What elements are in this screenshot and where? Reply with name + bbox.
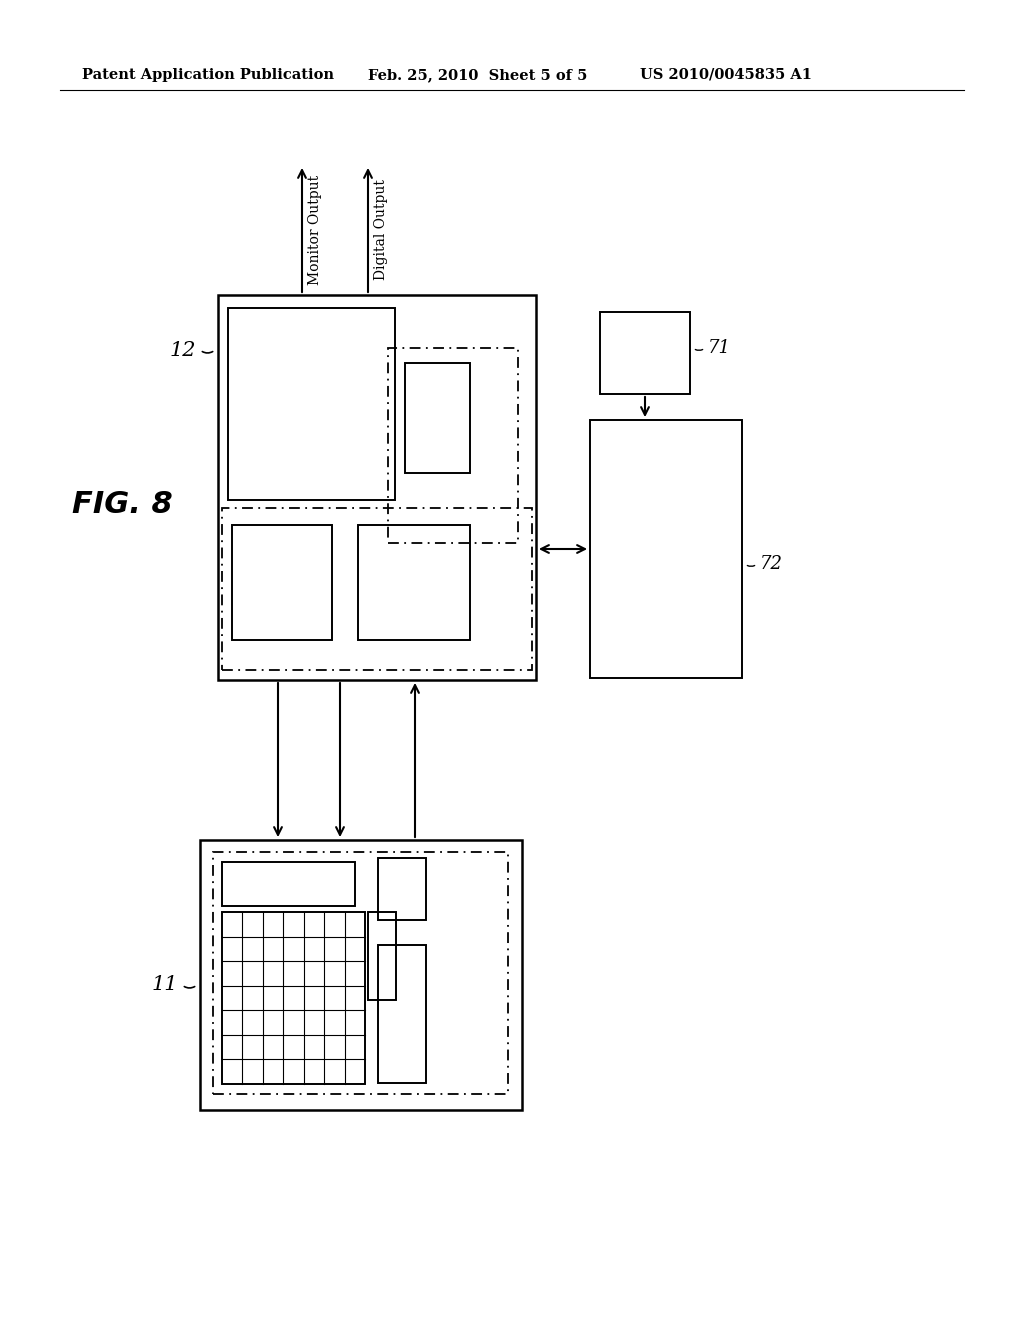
- Bar: [200, 840, 522, 1110]
- Text: US 2010/0045835 A1: US 2010/0045835 A1: [640, 69, 812, 82]
- Bar: [232, 525, 332, 640]
- Text: Feb. 25, 2010  Sheet 5 of 5: Feb. 25, 2010 Sheet 5 of 5: [368, 69, 588, 82]
- Text: Monitor Output: Monitor Output: [308, 176, 322, 285]
- Text: Digital Output: Digital Output: [374, 180, 388, 280]
- Text: 72: 72: [760, 554, 783, 573]
- Bar: [218, 294, 536, 680]
- Text: FIG. 8: FIG. 8: [72, 490, 173, 519]
- Bar: [388, 348, 518, 543]
- Bar: [228, 308, 395, 500]
- Bar: [222, 508, 532, 671]
- Text: 71: 71: [708, 339, 731, 356]
- Bar: [600, 312, 690, 393]
- Bar: [378, 945, 426, 1082]
- Text: 11: 11: [152, 975, 178, 994]
- Text: Patent Application Publication: Patent Application Publication: [82, 69, 334, 82]
- Bar: [213, 851, 508, 1094]
- Bar: [406, 363, 470, 473]
- Bar: [378, 858, 426, 920]
- Bar: [358, 525, 470, 640]
- Bar: [590, 420, 742, 678]
- Text: 12: 12: [170, 341, 196, 359]
- Bar: [368, 912, 396, 1001]
- Bar: [222, 862, 355, 906]
- Bar: [222, 912, 365, 1084]
